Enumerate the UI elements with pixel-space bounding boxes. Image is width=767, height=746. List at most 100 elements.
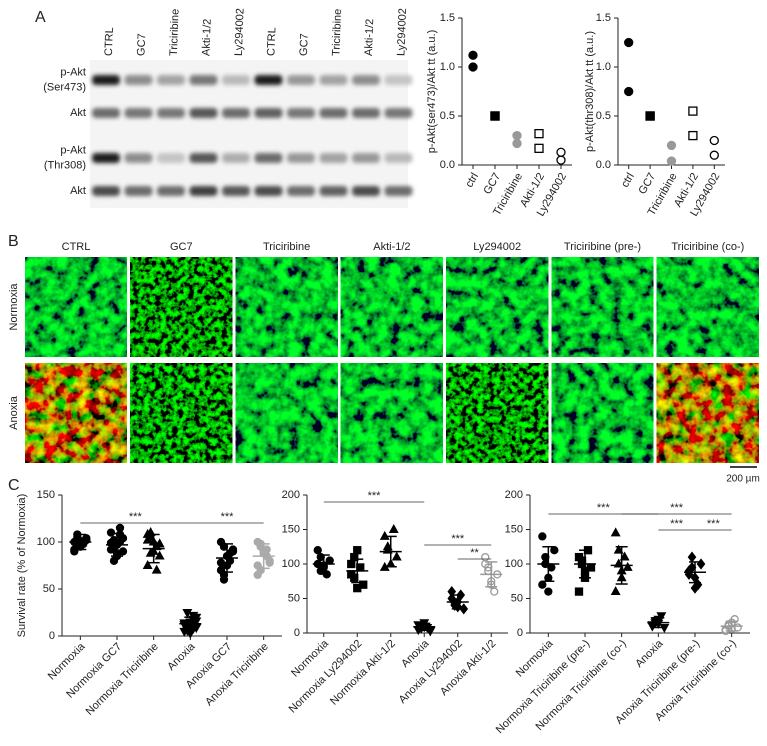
micrograph — [656, 363, 759, 463]
data-point — [353, 546, 362, 555]
data-point — [142, 534, 153, 544]
lane-label: Ly294002 — [395, 8, 409, 56]
significance-label: *** — [597, 502, 611, 514]
data-point — [490, 587, 499, 596]
blot-band — [319, 75, 348, 85]
data-point — [666, 140, 677, 151]
x-tick-label: Normoxia Triciribine — [84, 641, 161, 718]
blot-band — [287, 153, 315, 163]
blot-band — [222, 108, 250, 118]
blot-band — [254, 153, 283, 163]
y-tick-label: 1.0 — [596, 61, 611, 73]
column-label: Akti-1/2 — [373, 241, 410, 253]
significance-label: *** — [368, 490, 382, 502]
y-tick-label: 200 — [505, 489, 523, 501]
data-point — [556, 155, 566, 165]
data-point — [188, 611, 199, 621]
blot-band — [92, 75, 120, 85]
micrograph — [340, 257, 443, 357]
data-point — [347, 570, 356, 579]
lane-label: Ly294002 — [233, 8, 247, 56]
row-label: Normoxia — [8, 283, 20, 331]
y-tick-label: 50 — [288, 592, 300, 604]
data-point — [391, 551, 402, 561]
blot-row-label: p-Akt — [60, 144, 86, 156]
blot-row-label: Akt — [70, 107, 86, 119]
blot-row-label: (Ser473) — [43, 81, 86, 93]
lane-label: Triciribine — [168, 9, 182, 57]
blot-band — [189, 186, 218, 196]
lane-label: Akti-1/2 — [200, 19, 213, 57]
significance-label: *** — [670, 502, 684, 514]
y-tick-label: 100 — [282, 558, 300, 570]
data-point — [151, 564, 162, 574]
blot-band — [222, 153, 250, 163]
blot-band — [124, 108, 153, 118]
y-tick-label: 100 — [505, 558, 523, 570]
x-tick-label: Anoxia — [165, 640, 198, 673]
data-point — [490, 111, 500, 121]
lane-label: GC7 — [298, 33, 311, 56]
data-point — [447, 585, 457, 598]
blot-band — [384, 108, 413, 118]
blot-band — [189, 153, 218, 163]
data-point — [382, 541, 393, 551]
blot-band — [189, 75, 218, 85]
micrograph — [235, 363, 338, 463]
blot-band — [254, 75, 283, 85]
data-point — [730, 615, 739, 624]
blot-band — [92, 153, 120, 163]
significance-label: *** — [670, 518, 684, 530]
blot-band — [352, 108, 380, 118]
data-point — [690, 582, 700, 594]
data-point — [347, 559, 356, 569]
y-tick-label: 0.5 — [440, 110, 455, 122]
data-point — [481, 552, 490, 562]
blot-band — [287, 108, 315, 118]
data-point — [538, 580, 547, 589]
blot-band — [124, 153, 153, 163]
blot-row-label: p-Akt — [60, 66, 86, 78]
data-point — [106, 528, 116, 537]
data-point — [538, 532, 547, 541]
x-tick-label: GC7 — [637, 171, 659, 197]
data-point — [512, 130, 522, 141]
y-tick-label: 150 — [505, 523, 523, 535]
y-tick-label: 1.0 — [440, 61, 455, 73]
y-tick-label: 1.5 — [440, 12, 455, 24]
blot-row-label: Akt — [70, 185, 86, 197]
y-tick-label: 150 — [37, 489, 55, 501]
data-point — [574, 587, 584, 596]
y-tick-label: 50 — [43, 583, 55, 595]
lane-label: Triciribine — [330, 9, 344, 57]
y-tick-label: 0.0 — [440, 159, 455, 171]
blot-band — [157, 108, 185, 118]
data-point — [512, 138, 522, 149]
y-tick-label: 0.0 — [596, 159, 611, 171]
data-point — [688, 130, 698, 141]
data-point — [709, 150, 719, 160]
panel-label: C — [8, 477, 20, 494]
micrograph — [656, 257, 759, 357]
data-point — [228, 545, 238, 554]
x-tick-label: ctrl — [463, 171, 481, 190]
blot-band — [157, 153, 185, 163]
lane-label: CTRL — [265, 27, 278, 56]
significance-label: ** — [470, 547, 479, 559]
blot-band — [352, 186, 380, 196]
data-point — [645, 111, 655, 121]
data-point — [534, 143, 544, 153]
blot-band — [287, 75, 315, 85]
blot-band — [287, 186, 315, 196]
micrograph — [551, 363, 654, 463]
data-point — [265, 558, 274, 567]
y-tick-label: 0 — [49, 630, 55, 642]
data-point — [154, 538, 165, 548]
data-point — [544, 587, 553, 596]
column-label: CTRL — [62, 241, 91, 253]
row-label: Anoxia — [8, 395, 20, 430]
data-point — [353, 584, 362, 593]
micrograph — [340, 363, 443, 463]
blot-band — [124, 186, 153, 196]
blot-band — [254, 108, 283, 118]
